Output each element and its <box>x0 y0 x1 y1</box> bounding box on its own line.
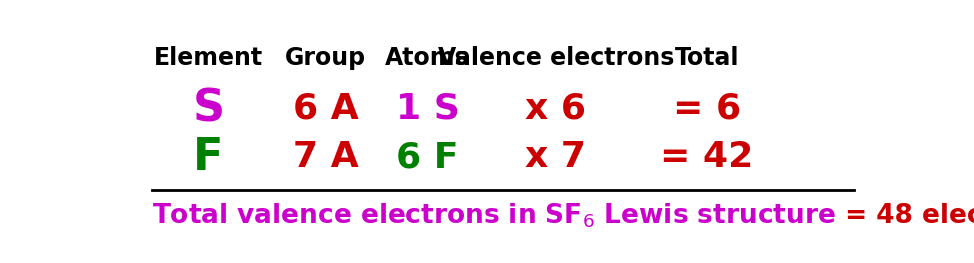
Text: 6 A: 6 A <box>292 92 358 125</box>
Text: = 42: = 42 <box>660 140 753 174</box>
Text: 1 S: 1 S <box>395 92 460 125</box>
Text: Total valence electrons in SF$_6$ Lewis structure: Total valence electrons in SF$_6$ Lewis … <box>152 202 836 230</box>
Text: 6 F: 6 F <box>396 140 459 174</box>
Text: Group: Group <box>285 46 366 70</box>
Text: x 7: x 7 <box>525 140 586 174</box>
Text: Atoms: Atoms <box>385 46 469 70</box>
Text: S: S <box>193 87 225 130</box>
Text: 7 A: 7 A <box>292 140 358 174</box>
Text: Element: Element <box>154 46 263 70</box>
Text: = 6: = 6 <box>673 92 741 125</box>
Text: x 6: x 6 <box>525 92 586 125</box>
Text: Total: Total <box>675 46 739 70</box>
Text: Valence electrons: Valence electrons <box>437 46 674 70</box>
Text: = 48 electrons: = 48 electrons <box>836 203 974 229</box>
Text: F: F <box>194 136 224 179</box>
